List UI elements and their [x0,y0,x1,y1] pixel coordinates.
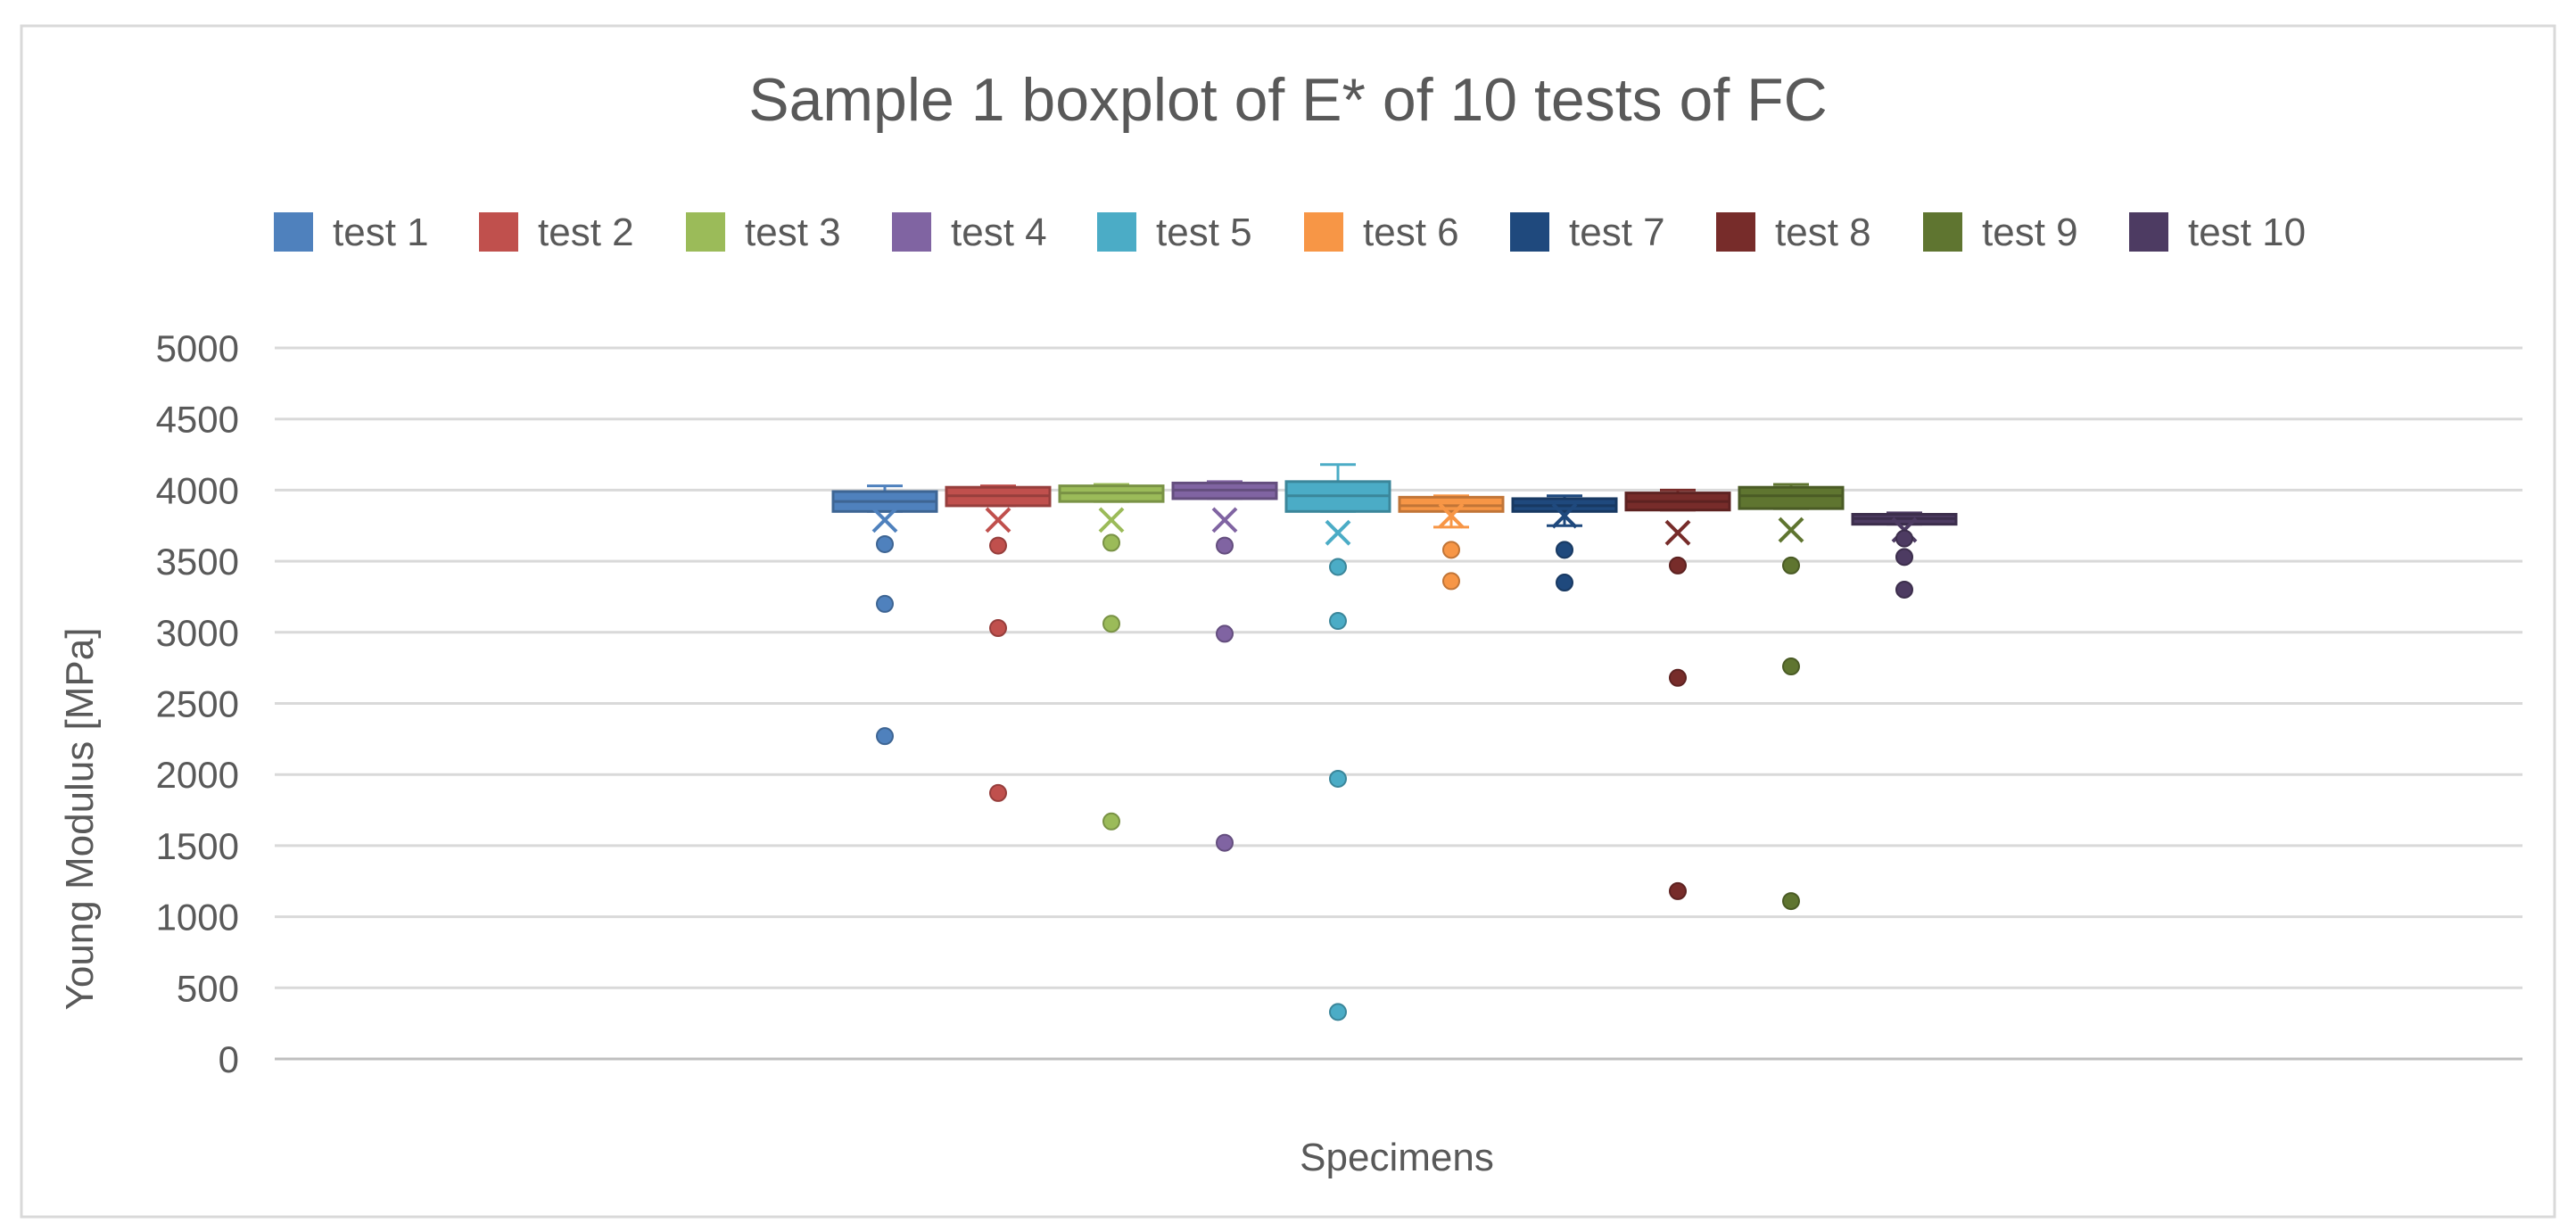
chart-title: Sample 1 boxplot of E* of 10 tests of FC [748,66,1828,134]
legend-swatch [479,212,518,252]
legend-swatch [1923,212,1962,252]
legend-swatch [2129,212,2168,252]
outlier-point [1442,572,1460,591]
outlier-point [1556,541,1573,559]
legend-label: test 3 [745,211,841,254]
mean-marker [1551,502,1578,529]
outlier-point [876,594,894,613]
outlier-point [1895,580,1913,599]
y-tick-label: 0 [219,1038,239,1080]
y-tick-label: 4000 [156,469,239,511]
outlier-point [1102,615,1120,633]
mean-marker [1664,519,1691,546]
legend-swatch [274,212,313,252]
outlier-point [1669,668,1687,687]
y-tick-label: 3500 [156,541,239,583]
outlier-point [1216,536,1234,555]
plot-area [831,463,1958,1021]
outlier-point [1216,833,1234,852]
outlier-point [1895,529,1913,548]
chart-area-border [20,24,2556,1219]
legend-label: test 6 [1363,211,1459,254]
box-test-1 [831,484,938,746]
y-tick-label: 500 [177,967,239,1009]
mean-marker [871,507,898,533]
outlier-point [1329,558,1347,576]
outlier-point [1782,657,1800,676]
mean-marker [985,507,1011,533]
outlier-point [989,536,1007,555]
outlier-point [1329,612,1347,631]
legend-label: test 2 [538,211,634,254]
mean-marker [1325,519,1351,546]
legend-label: test 1 [333,211,429,254]
mean-marker [1211,507,1238,533]
x-axis-label: Specimens [1300,1136,1494,1179]
legend-label: test 8 [1775,211,1871,254]
y-tick-label: 4500 [156,399,239,441]
outlier-point [1556,574,1573,592]
y-axis-ticks: 0 500 1000 1500 2000 2500 3000 3500 4000 4500 5000 [156,327,239,1080]
y-tick-label: 2000 [156,754,239,796]
box-test-9 [1738,483,1845,911]
box-test-7 [1511,494,1618,592]
y-axis-label: Young Modulus [MPa] [58,628,102,1011]
box-test-10 [1851,511,1958,599]
outlier-point [1669,556,1687,575]
legend-swatch [1097,212,1136,252]
box-test-2 [945,484,1052,802]
outlier-point [1102,812,1120,831]
legend-label: test 5 [1156,211,1252,254]
mean-marker [1778,517,1804,543]
box-test-8 [1624,488,1731,900]
y-tick-label: 1000 [156,897,239,938]
box-test-4 [1171,480,1278,852]
legend-swatch [686,212,725,252]
y-tick-label: 3000 [156,612,239,654]
legend-label: test 9 [1982,211,2078,254]
outlier-point [1329,769,1347,788]
outlier-point [989,783,1007,802]
legend: test 1 test 2 test 3 test 4 test 5 test 6 test… [274,211,2306,254]
legend-label: test 7 [1569,211,1665,254]
box-test-3 [1058,483,1165,831]
outlier-point [1895,548,1913,566]
outlier-point [989,619,1007,638]
outlier-point [1102,533,1120,552]
y-tick-label: 5000 [156,327,239,369]
outlier-point [1782,556,1800,575]
legend-swatch [1304,212,1343,252]
legend-label: test 4 [951,211,1047,254]
box-test-5 [1284,463,1391,1021]
gridlines [275,346,2522,1061]
y-tick-label: 2500 [156,683,239,725]
outlier-point [876,727,894,746]
legend-swatch [1510,212,1549,252]
outlier-point [1216,624,1234,643]
box-body [1398,495,1505,513]
outlier-point [876,534,894,553]
y-tick-label: 1500 [156,825,239,867]
box-body [1738,485,1845,510]
outlier-point [1442,541,1460,559]
box-test-6 [1398,494,1505,591]
legend-swatch [1716,212,1755,252]
outlier-point [1669,881,1687,900]
mean-marker [1438,502,1465,529]
outlier-point [1782,892,1800,911]
outlier-point [1329,1003,1347,1021]
mean-marker [1098,507,1125,533]
legend-label: test 10 [2188,211,2306,254]
legend-swatch [892,212,931,252]
